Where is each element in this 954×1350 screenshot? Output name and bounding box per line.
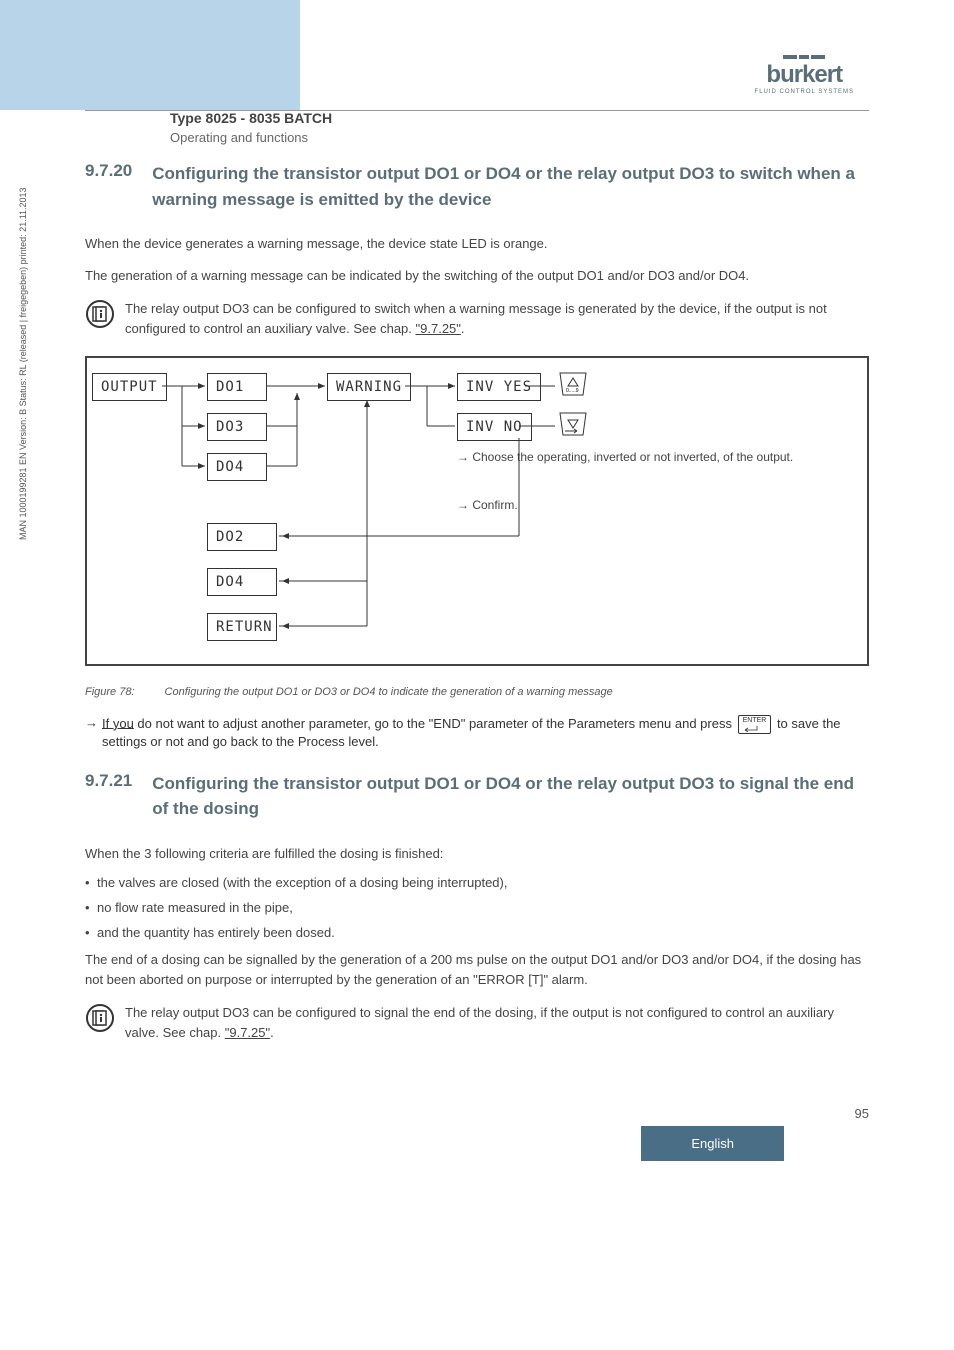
language-tab: English: [641, 1126, 784, 1161]
doc-subtitle: Operating and functions: [170, 130, 332, 145]
logo-subtext: FLUID CONTROL SYSTEMS: [755, 89, 854, 95]
section-title: Configuring the transistor output DO1 or…: [152, 771, 869, 822]
list-item: the valves are closed (with the exceptio…: [85, 875, 869, 890]
section-heading-9-7-20: 9.7.20 Configuring the transistor output…: [85, 161, 869, 212]
diagram-box-inv-yes: INV YES: [457, 373, 541, 401]
info-text: The relay output DO3 can be configured t…: [125, 1003, 869, 1042]
page-footer: 95: [0, 1086, 954, 1161]
diagram-box-warning: WARNING: [327, 373, 411, 401]
vertical-metadata-text: MAN 1000199281 EN Version: B Status: RL …: [18, 187, 28, 540]
list-item: no flow rate measured in the pipe,: [85, 900, 869, 915]
paragraph: When the 3 following criteria are fulfil…: [85, 844, 869, 864]
diagram-box-do4-2: DO4: [207, 568, 277, 596]
config-diagram: OUTPUT DO1 DO3 DO4 WARNING INV YES INV N…: [85, 356, 869, 666]
down-key-icon: [557, 410, 589, 438]
crossref-link[interactable]: "9.7.25": [416, 321, 461, 336]
figure-number: Figure 78:: [85, 686, 135, 698]
section-number: 9.7.20: [85, 161, 132, 181]
main-content: 9.7.20 Configuring the transistor output…: [0, 111, 954, 1086]
diagram-box-return: RETURN: [207, 613, 277, 641]
diagram-box-do1: DO1: [207, 373, 267, 401]
figure-caption: Figure 78: Configuring the output DO1 or …: [85, 684, 869, 701]
bullet-list: the valves are closed (with the exceptio…: [85, 875, 869, 940]
doc-type-line: Type 8025 - 8035 BATCH: [170, 110, 332, 126]
crossref-link[interactable]: "9.7.25": [225, 1025, 270, 1040]
brand-logo: burkert FLUID CONTROL SYSTEMS: [755, 55, 854, 95]
paragraph: When the device generates a warning mess…: [85, 234, 869, 254]
info-note: The relay output DO3 can be configured t…: [85, 1003, 869, 1042]
diagram-note: → Confirm.: [457, 498, 518, 512]
header-right: Type 8025 - 8035 BATCH Operating and fun…: [300, 0, 954, 110]
arrow-icon: →: [85, 715, 98, 730]
instruction-text: If you do not want to adjust another par…: [102, 715, 869, 749]
info-text: The relay output DO3 can be configured t…: [125, 299, 869, 338]
up-key-icon: 0.....9: [557, 370, 589, 398]
section-heading-9-7-21: 9.7.21 Configuring the transistor output…: [85, 771, 869, 822]
list-item: and the quantity has entirely been dosed…: [85, 925, 869, 940]
info-icon: [85, 299, 115, 329]
section-number: 9.7.21: [85, 771, 132, 791]
page-number: 95: [855, 1106, 869, 1121]
diagram-note: → Choose the operating, inverted or not …: [457, 450, 827, 464]
info-icon: [85, 1003, 115, 1033]
figure-text: Configuring the output DO1 or DO3 or DO4…: [165, 686, 613, 698]
info-note: The relay output DO3 can be configured t…: [85, 299, 869, 338]
paragraph: The end of a dosing can be signalled by …: [85, 950, 869, 989]
header-text-block: Type 8025 - 8035 BATCH Operating and fun…: [85, 55, 332, 145]
svg-text:0.....9: 0.....9: [566, 388, 579, 394]
paragraph: The generation of a warning message can …: [85, 266, 869, 286]
logo-bars-icon: [783, 55, 825, 59]
header-bar: Type 8025 - 8035 BATCH Operating and fun…: [0, 0, 954, 110]
diagram-box-inv-no: INV NO: [457, 413, 532, 441]
diagram-box-do2: DO2: [207, 523, 277, 551]
instruction-arrow-item: → If you do not want to adjust another p…: [85, 715, 869, 749]
logo-text: burkert: [766, 61, 842, 89]
section-title: Configuring the transistor output DO1 or…: [152, 161, 869, 212]
diagram-box-output: OUTPUT: [92, 373, 167, 401]
diagram-box-do4: DO4: [207, 453, 267, 481]
enter-key-icon: ENTER: [738, 715, 772, 734]
diagram-box-do3: DO3: [207, 413, 267, 441]
